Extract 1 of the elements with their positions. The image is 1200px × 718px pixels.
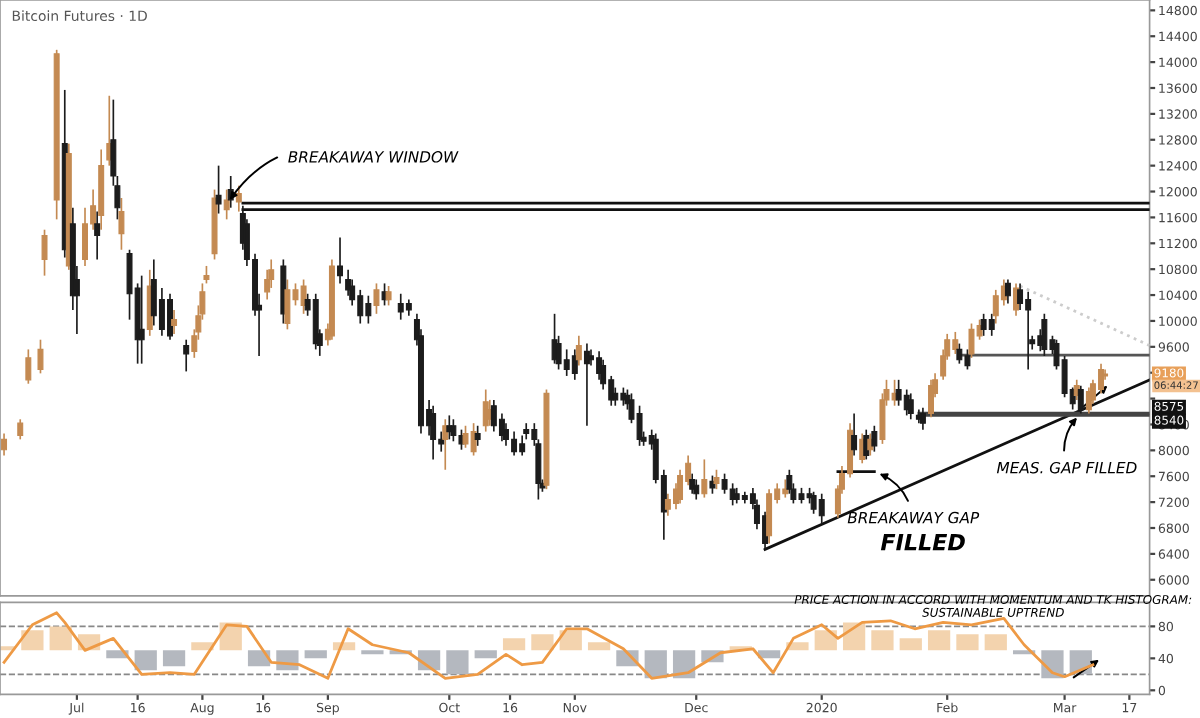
annotation: FILLED — [880, 534, 965, 551]
